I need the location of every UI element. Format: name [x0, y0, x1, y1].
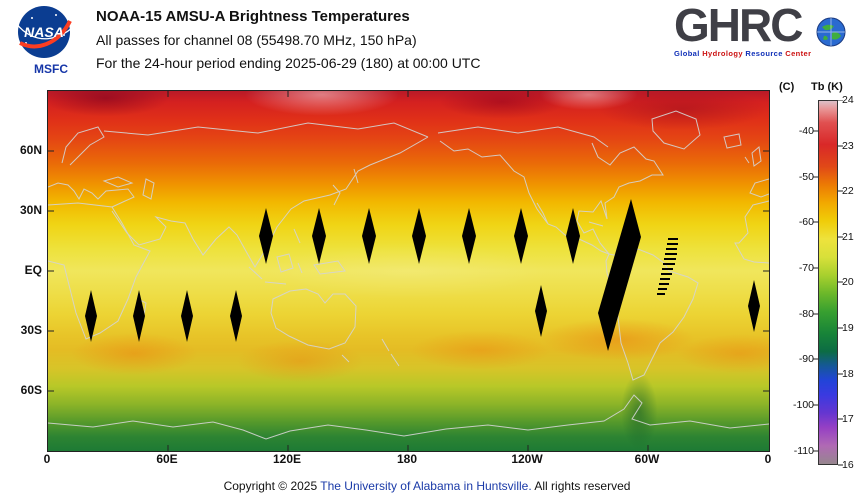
kelvin-label-220: 220 [842, 185, 854, 197]
page-title: NOAA-15 AMSU-A Brightness Temperatures [96, 8, 410, 25]
nasa-logo[interactable]: NASA [12, 5, 90, 61]
x-axis-label-60w: 60W [634, 452, 660, 466]
kelvin-label-170: 170 [842, 413, 854, 425]
nasa-meatball-icon: NASA [15, 6, 85, 58]
copyright-footer: Copyright © 2025 The University of Alaba… [0, 479, 854, 493]
colorbar-kelvin-unit: Tb (K) [811, 81, 843, 93]
tagline-word: Hydrology [702, 49, 743, 58]
kelvin-label-200: 200 [842, 276, 854, 288]
page-subtitle: All passes for channel 08 (55498.70 MHz,… [96, 32, 417, 48]
kelvin-label-180: 180 [842, 368, 854, 380]
celsius-label--80: -80 [798, 308, 814, 320]
kelvin-label-230: 230 [842, 140, 854, 152]
x-axis-label-0e: 0 [43, 452, 51, 466]
ghrc-tagline: Global Hydrology Resource Center [674, 49, 844, 58]
tagline-word: Center [785, 49, 812, 58]
x-axis-label-60e: 60E [156, 452, 178, 466]
colorbar-ticks [813, 100, 843, 466]
colorbar [818, 100, 838, 465]
brightness-temperature-map [47, 90, 770, 452]
y-axis-label-eq: EQ [24, 263, 42, 277]
x-axis-label-120e: 120E [272, 452, 302, 466]
celsius-label--60: -60 [798, 216, 814, 228]
x-axis-label-0w: 0 [764, 452, 772, 466]
title-block: NOAA-15 AMSU-A Brightness Temperatures A… [96, 8, 480, 71]
tagline-word: Global [674, 49, 700, 58]
axis-ticks [48, 91, 769, 451]
copyright-suffix: All rights reserved [534, 479, 631, 493]
msfc-label: MSFC [34, 62, 68, 76]
hatched-data-gap [657, 238, 678, 295]
kelvin-label-240: 240 [842, 94, 854, 106]
celsius-label--90: -90 [798, 353, 814, 365]
celsius-label--40: -40 [798, 125, 814, 137]
y-axis-label-30s: 30S [20, 323, 42, 337]
colorbar-celsius-unit: (C) [779, 81, 795, 93]
celsius-label--100: -100 [792, 399, 814, 411]
y-axis-label-60s: 60S [20, 383, 42, 397]
ghrc-logo[interactable]: GHRC Global Hydrology Resource Center [674, 0, 846, 58]
map-overlay [48, 91, 769, 451]
coastlines [48, 110, 769, 440]
data-gap-diamonds [85, 199, 760, 351]
y-axis-label-30n: 30N [19, 203, 42, 217]
x-axis-label-120w: 120W [511, 452, 543, 466]
kelvin-label-160: 160 [842, 459, 854, 471]
tagline-word: Resource [745, 49, 783, 58]
ghrc-logo-text: GHRC [674, 0, 846, 51]
period-line: For the 24-hour period ending 2025-06-29… [96, 55, 481, 71]
copyright-prefix: Copyright © 2025 [223, 479, 318, 493]
kelvin-label-210: 210 [842, 231, 854, 243]
x-axis-label-180: 180 [396, 452, 418, 466]
ghrc-letters: GHRC [674, 0, 803, 51]
nasa-logo-text: NASA [24, 24, 64, 40]
kelvin-label-190: 190 [842, 322, 854, 334]
ghrc-globe-icon [816, 17, 846, 47]
y-axis-label-60n: 60N [19, 143, 42, 157]
celsius-label--50: -50 [798, 171, 814, 183]
celsius-label--110: -110 [793, 445, 814, 457]
celsius-label--70: -70 [798, 262, 814, 274]
organization-link[interactable]: The University of Alabama in Huntsville. [320, 479, 532, 493]
